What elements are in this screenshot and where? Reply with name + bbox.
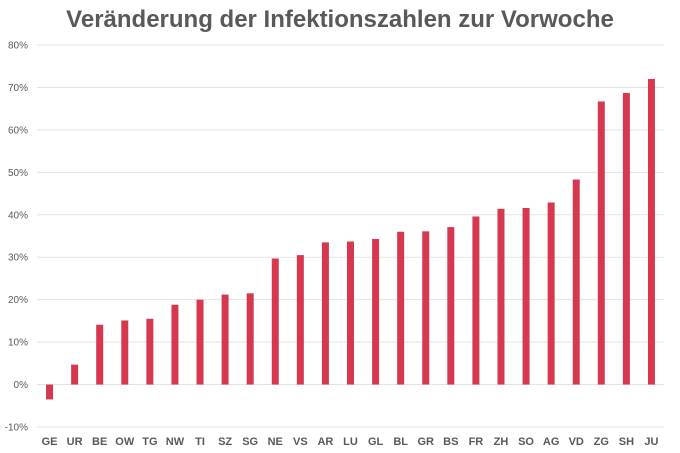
x-tick-label-sg: SG	[242, 436, 258, 448]
bar-vd	[572, 179, 580, 385]
bar-bs	[447, 227, 455, 385]
y-tick-label: 70%	[8, 83, 28, 94]
bar-ju	[647, 78, 655, 385]
x-tick-label-sz: SZ	[218, 436, 232, 448]
bar-gl	[372, 238, 380, 385]
y-tick-label: 80%	[8, 41, 28, 52]
bar-sh	[622, 92, 630, 385]
y-tick-label: -10%	[5, 423, 28, 434]
bar-nw	[171, 304, 179, 385]
y-tick-label: 40%	[8, 210, 28, 221]
bar-lu	[347, 241, 354, 385]
x-tick-label-zg: ZG	[594, 436, 609, 448]
x-tick-label-gl: GL	[368, 436, 384, 448]
x-tick-label-fr: FR	[469, 436, 484, 448]
x-tick-label-ne: NE	[268, 436, 283, 448]
bar-ow	[121, 320, 129, 385]
x-tick-label-ge: GE	[42, 436, 58, 448]
bar-ge	[46, 384, 54, 400]
bar-fr	[472, 216, 480, 385]
x-tick-label-nw: NW	[166, 436, 185, 448]
y-tick-label: 30%	[8, 253, 28, 264]
bar-ne	[271, 258, 279, 385]
bar-ur	[71, 364, 79, 385]
bar-ag	[547, 202, 555, 385]
bar-sz	[221, 294, 229, 385]
y-tick-label: 10%	[8, 338, 28, 349]
bar-ti	[196, 299, 204, 385]
bar-ar	[321, 242, 329, 385]
bar-gr	[422, 231, 430, 385]
x-tick-label-sh: SH	[619, 436, 634, 448]
x-tick-label-tg: TG	[142, 436, 157, 448]
x-tick-label-so: SO	[518, 436, 534, 448]
x-tick-label-zh: ZH	[494, 436, 509, 448]
bar-bl	[397, 231, 405, 385]
bar-zh	[497, 208, 505, 385]
x-tick-label-ti: TI	[195, 436, 205, 448]
x-tick-label-vs: VS	[293, 436, 308, 448]
x-tick-label-vd: VD	[569, 436, 584, 448]
x-tick-label-ag: AG	[543, 436, 560, 448]
x-tick-label-bs: BS	[443, 436, 458, 448]
bar-so	[522, 207, 530, 385]
bar-tg	[146, 318, 154, 385]
chart-title: Veränderung der Infektionszahlen zur Vor…	[66, 6, 614, 33]
x-tick-label-lu: LU	[343, 436, 358, 448]
x-tick-label-be: BE	[92, 436, 107, 448]
y-tick-label: 50%	[8, 168, 28, 179]
y-tick-label: 0%	[14, 380, 29, 391]
bar-be	[96, 324, 104, 385]
x-tick-label-bl: BL	[393, 436, 408, 448]
x-tick-label-ow: OW	[115, 436, 135, 448]
y-tick-label: 60%	[8, 125, 28, 136]
x-tick-label-ar: AR	[317, 436, 333, 448]
x-tick-label-ur: UR	[67, 436, 83, 448]
x-tick-label-gr: GR	[417, 436, 434, 448]
bar-vs	[296, 255, 304, 385]
bar-zg	[597, 101, 605, 385]
y-tick-label: 20%	[8, 295, 28, 306]
x-tick-label-ju: JU	[644, 436, 658, 448]
bar-sg	[246, 293, 254, 385]
